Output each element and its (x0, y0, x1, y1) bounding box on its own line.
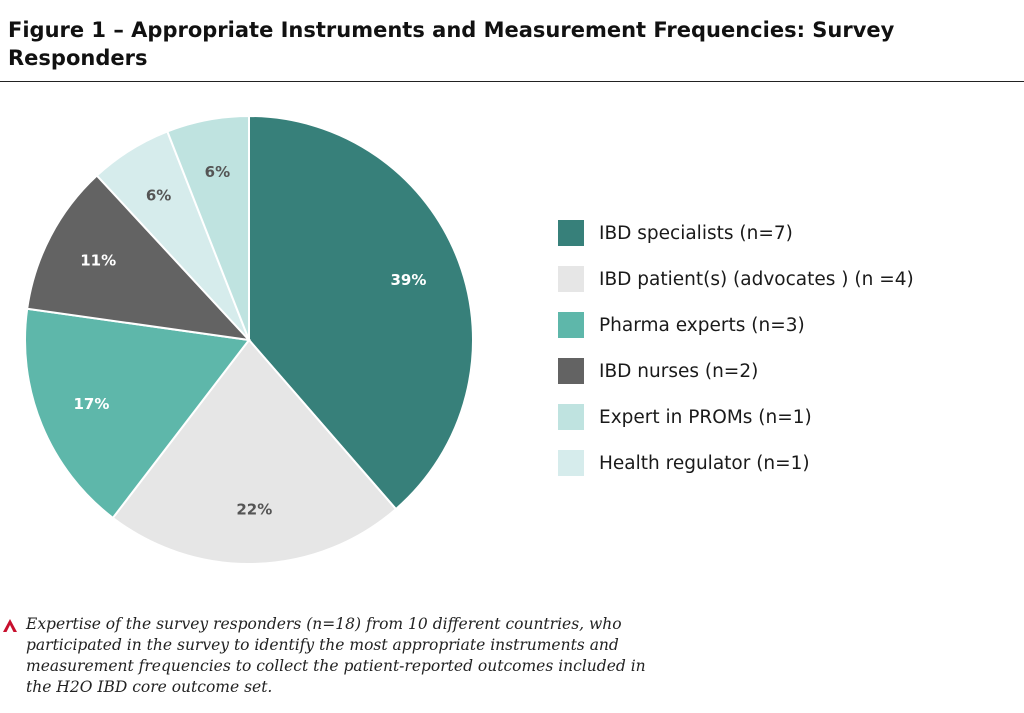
legend-item: IBD patient(s) (advocates ) (n =4) (558, 256, 914, 302)
caption-marker-icon (3, 619, 17, 632)
legend-swatch (558, 450, 584, 476)
pie-slice (111, 338, 398, 565)
legend-label: Expert in PROMs (n=1) (599, 406, 812, 428)
legend-item: IBD specialists (n=7) (558, 210, 914, 256)
pie-slices (24, 114, 474, 565)
pie-slice (26, 174, 252, 342)
title-divider (0, 81, 1024, 82)
legend-swatch (558, 312, 584, 338)
legend-label: IBD patient(s) (advocates ) (n =4) (599, 268, 914, 290)
legend-item: IBD nurses (n=2) (558, 348, 914, 394)
legend-label: IBD specialists (n=7) (599, 222, 793, 244)
slice-percent-label: 11% (80, 252, 116, 270)
legend-label: IBD nurses (n=2) (599, 360, 759, 382)
legend-swatch (558, 404, 584, 430)
legend-item: Pharma experts (n=3) (558, 302, 914, 348)
pie-chart: 39% 22% 17% 11% 6% 6% (24, 114, 474, 565)
pie-slice-labels: 39% 22% 17% 11% 6% 6% (74, 163, 427, 518)
legend-label: Health regulator (n=1) (599, 452, 810, 474)
slice-percent-label: 6% (205, 163, 230, 181)
caption-text: Expertise of the survey responders (n=18… (26, 615, 646, 696)
pie-slice (24, 307, 251, 520)
figure-caption: Expertise of the survey responders (n=18… (0, 614, 1000, 698)
legend-swatch (558, 358, 584, 384)
legend-swatch (558, 220, 584, 246)
legend-item: Expert in PROMs (n=1) (558, 394, 914, 440)
pie-slice (248, 114, 474, 511)
slice-percent-label: 39% (391, 271, 427, 289)
slice-percent-label: 6% (146, 186, 171, 204)
legend-item: Health regulator (n=1) (558, 440, 914, 486)
legend-swatch (558, 266, 584, 292)
slice-percent-label: 22% (236, 501, 272, 519)
pie-slice (166, 114, 250, 341)
figure-title: Figure 1 – Appropriate Instruments and M… (8, 18, 895, 70)
legend-label: Pharma experts (n=3) (599, 314, 805, 336)
slice-percent-label: 17% (74, 395, 110, 413)
chart-legend: IBD specialists (n=7) IBD patient(s) (adv… (558, 210, 914, 486)
